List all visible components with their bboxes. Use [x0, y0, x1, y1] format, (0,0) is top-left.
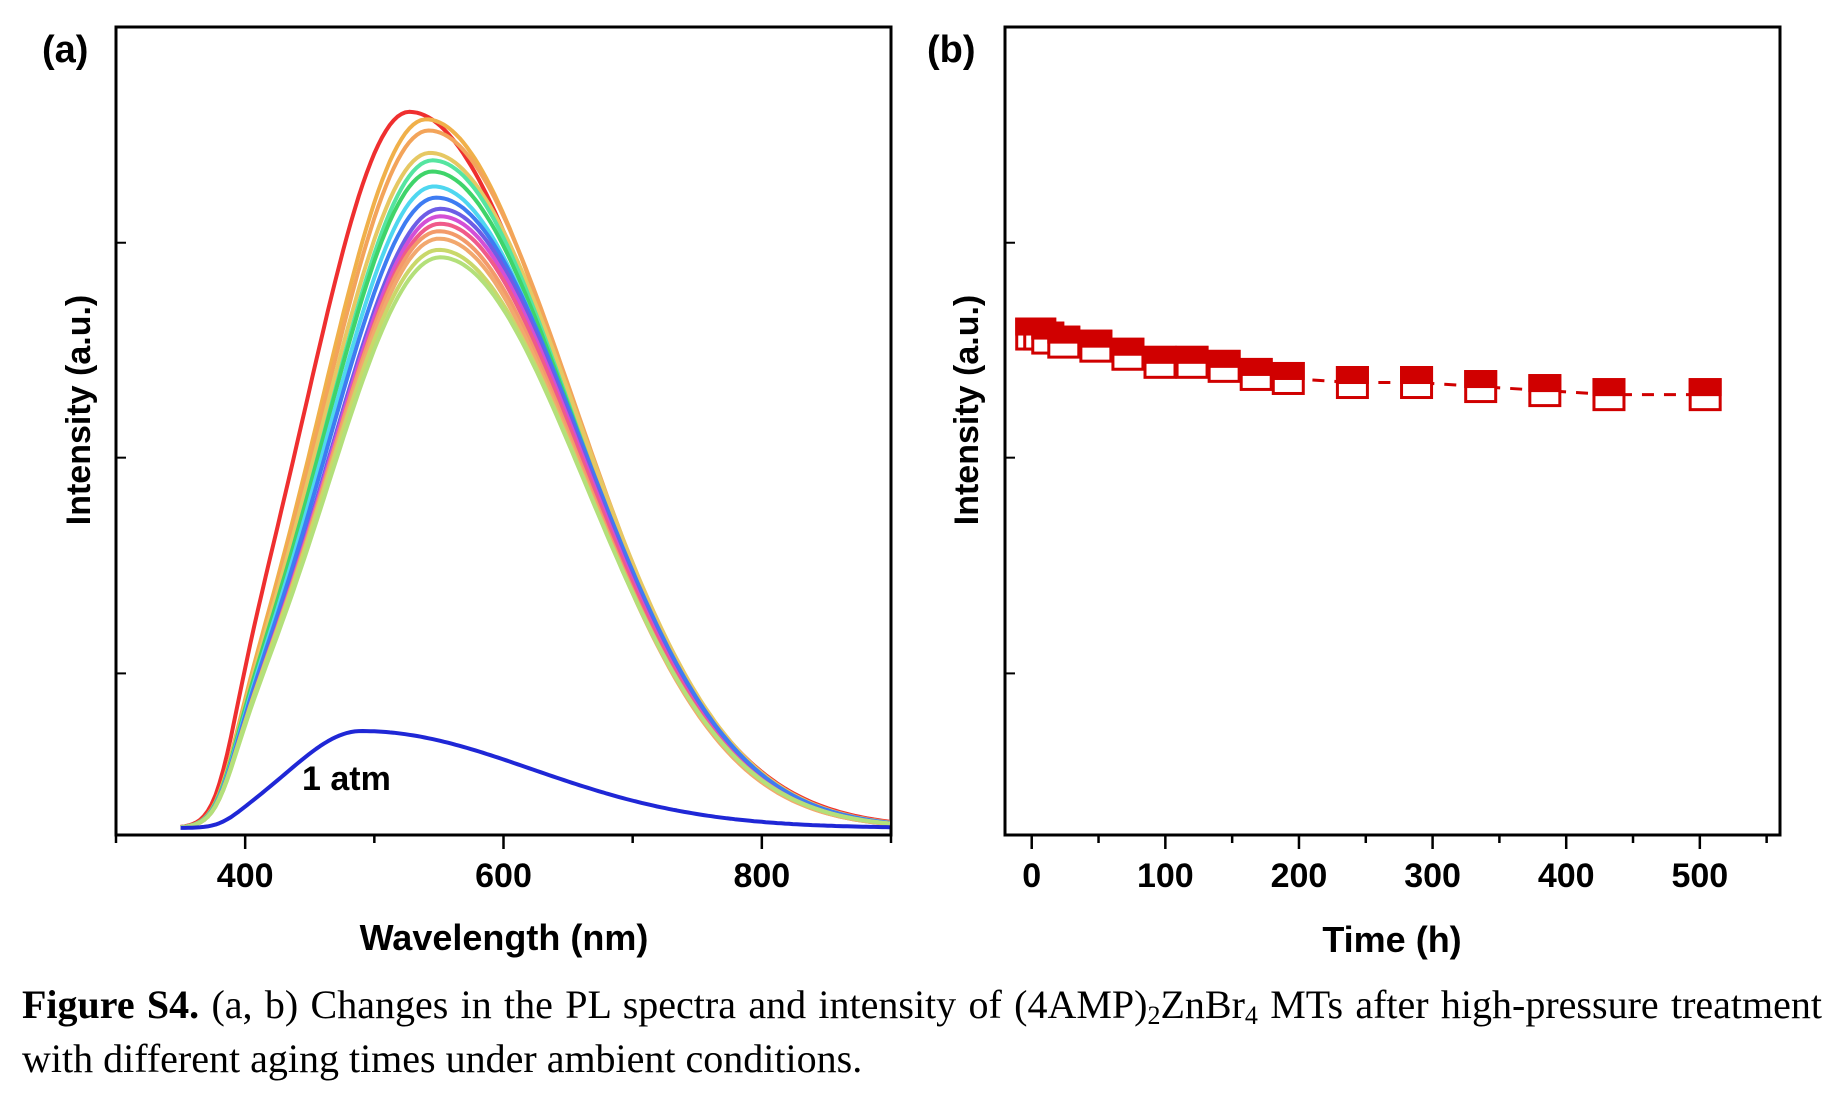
- panel-b-x-ticks: 0 100 200 300 400 500: [1022, 835, 1768, 895]
- panel-a-series-line: [180, 255, 890, 830]
- panel-a-frame: [114, 25, 893, 837]
- panel-a-x-axis-label: Wavelength (nm): [360, 917, 649, 958]
- caption-sub-2: 4: [1244, 1001, 1258, 1030]
- panel-b-data-point: [1688, 378, 1722, 412]
- panel-b-x-tick-label: 200: [1271, 857, 1328, 895]
- panel-a-series-line: [180, 169, 890, 830]
- panel-b-x-tick-label: 0: [1022, 857, 1041, 895]
- panel-b-label: (b): [927, 29, 976, 71]
- panel-a-y-axis-label: Intensity (a.u.): [60, 295, 98, 525]
- panel-b-x-tick-label: 100: [1137, 857, 1194, 895]
- panel-b-x-tick-label: 400: [1538, 857, 1595, 895]
- panel-b-data-point: [1271, 361, 1305, 395]
- figure-caption: Figure S4. (a, b) Changes in the PL spec…: [22, 978, 1822, 1086]
- caption-sub-1: 2: [1147, 1001, 1161, 1030]
- panel-b-data-point: [1047, 325, 1081, 359]
- panel-b-data-point: [1111, 337, 1145, 371]
- panel-b-series: [1015, 317, 1722, 412]
- panel-b-data-point: [1207, 349, 1241, 383]
- panel-b-y-axis-label: Intensity (a.u.): [948, 295, 986, 525]
- caption-text-before: (a, b) Changes in the PL spectra and int…: [199, 982, 1148, 1027]
- panel-a-x-ticks: 400 600 800: [114, 835, 893, 895]
- caption-text-mid: ZnBr: [1160, 982, 1245, 1027]
- panel-b: (b) 0 100 200 300 400 500 Time (h) Intensity …: [927, 25, 1782, 960]
- panel-b-x-tick-label: 300: [1404, 857, 1461, 895]
- figure: (a) 400 600 800 1 atm Wavelength (nm) Inte…: [42, 25, 1782, 960]
- panel-a: (a) 400 600 800 1 atm Wavelength (nm) Inte…: [42, 25, 893, 958]
- panel-b-frame: [1003, 25, 1782, 837]
- panel-b-data-point: [1464, 370, 1498, 404]
- panel-a-series-line: [180, 109, 890, 829]
- panel-b-data-point: [1528, 374, 1562, 408]
- panel-a-series-line: [180, 729, 890, 830]
- panel-a-series-line: [180, 195, 890, 830]
- panel-a-annotation: 1 atm: [302, 760, 391, 798]
- panel-b-data-point: [1239, 357, 1273, 391]
- panel-b-y-ticks: [1005, 241, 1015, 675]
- panel-b-data-point: [1400, 366, 1434, 400]
- panel-a-y-ticks: [116, 241, 126, 675]
- panel-b-data-point: [1592, 378, 1626, 412]
- panel-a-x-tick-label: 800: [733, 857, 790, 895]
- caption-text-after: MTs after high-pressure treatment with d…: [22, 982, 1822, 1081]
- panel-b-x-tick-label: 500: [1671, 857, 1728, 895]
- panel-a-x-tick-label: 600: [475, 857, 532, 895]
- panel-a-series-line: [180, 184, 890, 830]
- panel-b-data-point: [1079, 329, 1113, 363]
- panel-b-x-axis-label: Time (h): [1322, 919, 1461, 960]
- panel-a-x-tick-label: 400: [217, 857, 274, 895]
- panel-b-data-point: [1335, 366, 1369, 400]
- panel-b-data-point: [1175, 345, 1209, 379]
- panel-a-series: [180, 109, 890, 830]
- panel-b-data-point: [1143, 345, 1177, 379]
- caption-label: Figure S4.: [22, 982, 200, 1027]
- panel-a-label: (a): [42, 29, 88, 71]
- panel-a-series-line: [180, 117, 890, 830]
